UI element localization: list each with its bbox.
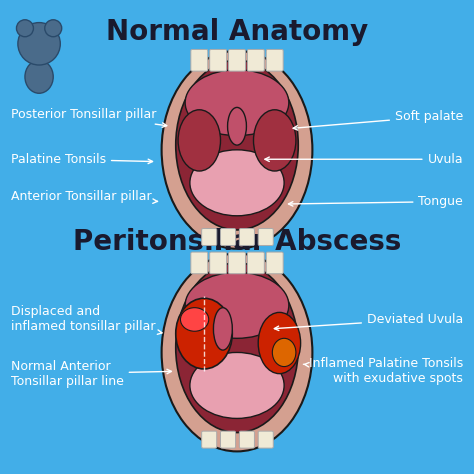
FancyBboxPatch shape xyxy=(239,228,255,246)
FancyBboxPatch shape xyxy=(228,252,246,274)
Ellipse shape xyxy=(162,254,312,451)
FancyBboxPatch shape xyxy=(266,49,283,71)
Ellipse shape xyxy=(176,298,232,369)
Ellipse shape xyxy=(213,308,232,350)
FancyBboxPatch shape xyxy=(247,49,264,71)
Text: Palatine Tonsils: Palatine Tonsils xyxy=(11,153,153,166)
FancyBboxPatch shape xyxy=(210,252,227,274)
Ellipse shape xyxy=(190,150,284,216)
FancyBboxPatch shape xyxy=(266,252,283,274)
Circle shape xyxy=(17,20,34,36)
Ellipse shape xyxy=(185,70,289,136)
Text: Deviated Uvula: Deviated Uvula xyxy=(274,313,463,330)
Ellipse shape xyxy=(254,110,296,171)
FancyBboxPatch shape xyxy=(228,49,246,71)
Text: Uvula: Uvula xyxy=(265,153,463,166)
Ellipse shape xyxy=(190,353,284,419)
Ellipse shape xyxy=(181,308,209,331)
FancyBboxPatch shape xyxy=(191,49,208,71)
Ellipse shape xyxy=(178,110,220,171)
Ellipse shape xyxy=(185,273,289,338)
Text: Normal Anterior
Tonsillar pillar line: Normal Anterior Tonsillar pillar line xyxy=(11,360,172,388)
FancyBboxPatch shape xyxy=(201,431,217,448)
Ellipse shape xyxy=(162,51,312,249)
Ellipse shape xyxy=(176,263,298,433)
Text: Peritonsillar Abscess: Peritonsillar Abscess xyxy=(73,228,401,255)
Ellipse shape xyxy=(273,338,296,366)
FancyBboxPatch shape xyxy=(247,252,264,274)
Text: Tongue: Tongue xyxy=(289,195,463,208)
FancyBboxPatch shape xyxy=(220,431,236,448)
Text: Normal Anatomy: Normal Anatomy xyxy=(106,18,368,46)
Circle shape xyxy=(18,23,60,65)
FancyBboxPatch shape xyxy=(191,252,208,274)
Text: Soft palate: Soft palate xyxy=(293,110,463,130)
Ellipse shape xyxy=(258,312,301,374)
FancyBboxPatch shape xyxy=(201,228,217,246)
Ellipse shape xyxy=(25,60,53,93)
Ellipse shape xyxy=(228,108,246,145)
Text: Anterior Tonsillar pillar: Anterior Tonsillar pillar xyxy=(11,191,157,203)
FancyBboxPatch shape xyxy=(258,431,273,448)
Circle shape xyxy=(45,20,62,36)
Ellipse shape xyxy=(176,60,298,230)
FancyBboxPatch shape xyxy=(239,431,255,448)
Text: Displaced and
inflamed tonsillar pillar: Displaced and inflamed tonsillar pillar xyxy=(11,305,162,334)
Text: Posterior Tonsillar pillar: Posterior Tonsillar pillar xyxy=(11,108,167,128)
FancyBboxPatch shape xyxy=(220,228,236,246)
Text: Inflamed Palatine Tonsils
with exudative spots: Inflamed Palatine Tonsils with exudative… xyxy=(303,357,463,385)
FancyBboxPatch shape xyxy=(210,49,227,71)
FancyBboxPatch shape xyxy=(258,228,273,246)
